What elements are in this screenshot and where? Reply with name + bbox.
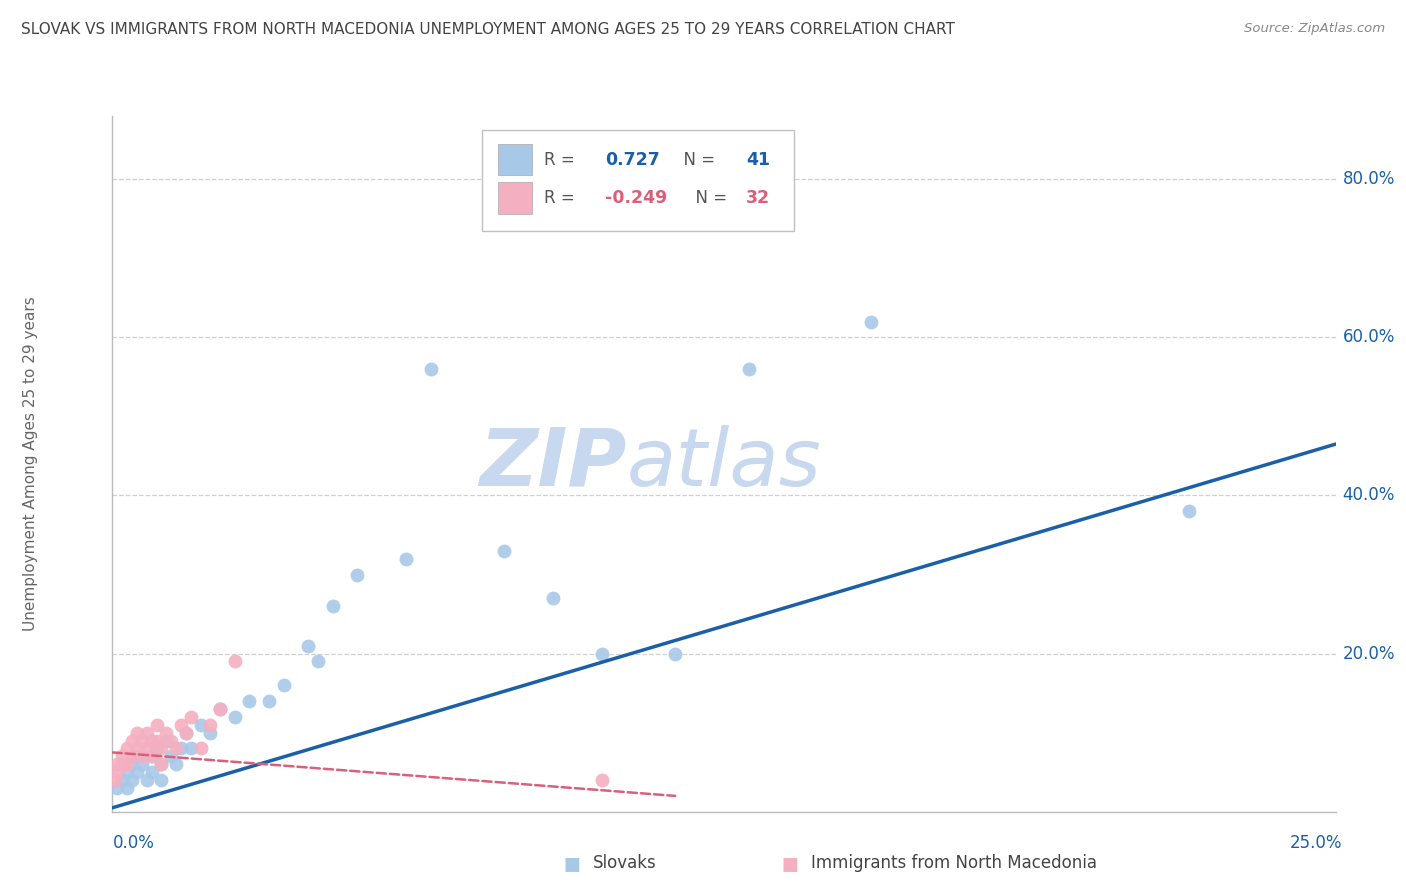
Text: 20.0%: 20.0%: [1343, 645, 1395, 663]
Point: [150, 773, 173, 788]
Text: 80.0%: 80.0%: [1343, 170, 1395, 188]
Point: [346, 567, 368, 582]
Text: 40.0%: 40.0%: [1343, 486, 1395, 505]
Point: [492, 543, 515, 558]
Point: [180, 710, 202, 724]
Point: [174, 725, 197, 739]
Point: [591, 647, 613, 661]
Point: [115, 741, 138, 756]
Point: [664, 647, 686, 661]
Text: 41: 41: [747, 151, 770, 169]
Point: [419, 362, 441, 376]
Point: [131, 757, 153, 772]
Text: Slovaks: Slovaks: [593, 855, 657, 872]
Point: [125, 741, 148, 756]
Point: [111, 773, 134, 788]
Text: 0.0%: 0.0%: [112, 834, 155, 852]
Point: [104, 773, 127, 788]
Point: [125, 749, 148, 764]
Point: [170, 717, 193, 731]
Point: [145, 717, 167, 731]
Point: [1178, 504, 1201, 518]
Point: [135, 725, 157, 739]
Point: [150, 741, 173, 756]
Point: [121, 749, 143, 764]
Text: N =: N =: [672, 151, 720, 169]
Text: SLOVAK VS IMMIGRANTS FROM NORTH MACEDONIA UNEMPLOYMENT AMONG AGES 25 TO 29 YEARS: SLOVAK VS IMMIGRANTS FROM NORTH MACEDONI…: [21, 22, 955, 37]
Text: Source: ZipAtlas.com: Source: ZipAtlas.com: [1244, 22, 1385, 36]
Point: [180, 741, 202, 756]
Point: [160, 733, 183, 747]
Point: [135, 741, 157, 756]
Point: [131, 749, 153, 764]
Point: [145, 733, 167, 747]
Point: [105, 780, 128, 795]
Point: [131, 733, 153, 747]
Point: [141, 765, 163, 780]
Point: [541, 591, 564, 606]
Text: 0.727: 0.727: [606, 151, 661, 169]
Point: [273, 678, 295, 692]
Point: [141, 733, 163, 747]
Point: [141, 749, 163, 764]
Point: [297, 639, 319, 653]
Point: [224, 655, 246, 669]
Point: [141, 749, 163, 764]
FancyBboxPatch shape: [482, 130, 794, 231]
Point: [322, 599, 344, 614]
Point: [150, 757, 173, 772]
Text: ▪: ▪: [780, 849, 799, 878]
Point: [190, 717, 212, 731]
Point: [160, 749, 183, 764]
Point: [209, 702, 232, 716]
Point: [145, 741, 167, 756]
Point: [111, 749, 134, 764]
Text: 32: 32: [747, 189, 770, 207]
Point: [115, 757, 138, 772]
Point: [115, 765, 138, 780]
Point: [165, 741, 187, 756]
Text: ▪: ▪: [562, 849, 581, 878]
Text: -0.249: -0.249: [606, 189, 668, 207]
Point: [165, 757, 187, 772]
Point: [105, 765, 128, 780]
Point: [200, 717, 222, 731]
Text: R =: R =: [544, 189, 581, 207]
Point: [859, 314, 882, 328]
Text: R =: R =: [544, 151, 581, 169]
Point: [135, 773, 157, 788]
Point: [190, 741, 212, 756]
Point: [307, 655, 329, 669]
Point: [224, 710, 246, 724]
Text: N =: N =: [685, 189, 733, 207]
Point: [115, 780, 138, 795]
Point: [395, 551, 418, 566]
Point: [155, 725, 177, 739]
Point: [170, 741, 193, 756]
Point: [238, 694, 260, 708]
Text: Immigrants from North Macedonia: Immigrants from North Macedonia: [811, 855, 1097, 872]
Text: ZIP: ZIP: [479, 425, 626, 503]
Point: [121, 733, 143, 747]
FancyBboxPatch shape: [498, 182, 531, 214]
Point: [591, 773, 613, 788]
Point: [257, 694, 280, 708]
Text: 25.0%: 25.0%: [1291, 834, 1343, 852]
Point: [125, 725, 148, 739]
Text: atlas: atlas: [626, 425, 821, 503]
Point: [111, 757, 134, 772]
Point: [200, 725, 222, 739]
Point: [121, 757, 143, 772]
Text: Unemployment Among Ages 25 to 29 years: Unemployment Among Ages 25 to 29 years: [24, 296, 38, 632]
Text: 60.0%: 60.0%: [1343, 328, 1395, 346]
Point: [150, 757, 173, 772]
FancyBboxPatch shape: [498, 145, 531, 176]
Point: [105, 757, 128, 772]
Point: [174, 725, 197, 739]
Point: [125, 765, 148, 780]
Point: [737, 362, 759, 376]
Point: [155, 733, 177, 747]
Point: [121, 773, 143, 788]
Point: [209, 702, 232, 716]
